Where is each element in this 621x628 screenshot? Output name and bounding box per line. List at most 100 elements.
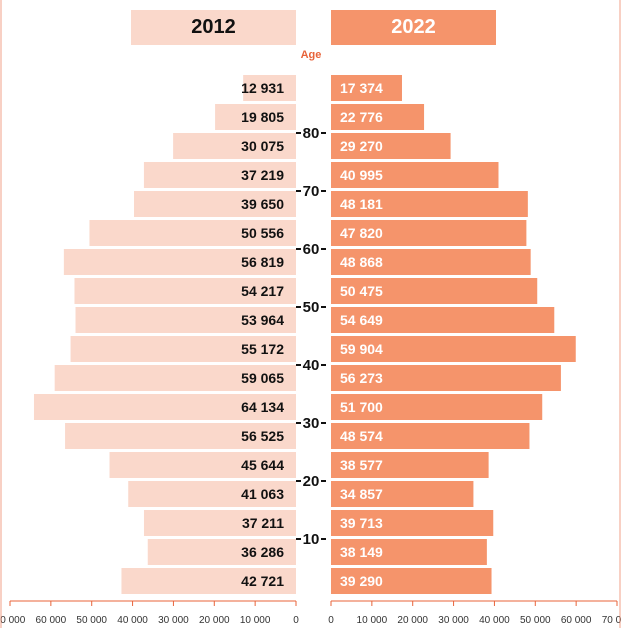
bar-2022 [331, 220, 527, 246]
bar-2012 [63, 249, 296, 275]
bar-2022 [331, 104, 425, 130]
bar-label-2022: 38 149 [340, 544, 383, 560]
bar-label-2012: 12 931 [241, 80, 284, 96]
age-tick-label: 30 [303, 415, 320, 432]
bar-label-2012: 42 721 [241, 573, 284, 589]
x-tick-label-2012: 40 000 [117, 615, 148, 626]
bar-2022 [331, 133, 451, 159]
bar-label-2012: 45 644 [241, 457, 284, 473]
bar-2012 [75, 307, 296, 333]
bar-label-2012: 53 964 [241, 312, 284, 328]
bar-2022 [331, 162, 499, 188]
x-tick-label-2012: 50 000 [76, 615, 107, 626]
bar-2022 [331, 568, 492, 594]
bar-label-2022: 51 700 [340, 399, 383, 415]
x-tick-label-2022: 20 000 [397, 615, 428, 626]
bar-2012 [143, 162, 296, 188]
bar-label-2022: 54 649 [340, 312, 383, 328]
bar-label-2022: 50 475 [340, 283, 383, 299]
age-tick-label: 50 [303, 299, 320, 316]
bar-label-2012: 59 065 [241, 370, 284, 386]
bar-label-2022: 48 574 [340, 428, 383, 444]
bar-label-2012: 64 134 [241, 399, 284, 415]
bar-label-2012: 37 219 [241, 167, 284, 183]
age-tick-label: 20 [303, 473, 320, 490]
age-tick-label: 10 [303, 531, 320, 548]
bar-label-2012: 37 211 [242, 515, 284, 531]
bar-label-2012: 56 525 [241, 428, 284, 444]
bar-2022 [331, 510, 494, 536]
x-tick-label-2012: 70 000 [0, 615, 26, 626]
bar-label-2012: 19 805 [241, 109, 284, 125]
age-tick-label: 80 [303, 125, 320, 142]
bar-2012 [89, 220, 296, 246]
bar-label-2012: 54 217 [241, 283, 284, 299]
bar-label-2022: 59 904 [340, 341, 383, 357]
bar-2012 [147, 539, 296, 565]
bar-label-2012: 36 286 [241, 544, 284, 560]
bar-label-2012: 50 556 [241, 225, 284, 241]
bar-2012 [70, 336, 296, 362]
bar-label-2022: 39 290 [340, 573, 383, 589]
bar-2022 [331, 249, 531, 275]
bar-2012 [65, 423, 297, 449]
x-tick-label-2022: 10 000 [357, 615, 388, 626]
header-2022: 2022 [331, 10, 496, 45]
bar-2012 [33, 394, 297, 420]
age-tick-label: 60 [303, 241, 320, 258]
x-tick-label-2012: 20 000 [199, 615, 230, 626]
bar-2012 [173, 133, 296, 159]
x-tick-label-2022: 50 000 [520, 615, 551, 626]
age-axis-label: Age [300, 49, 322, 61]
bar-label-2012: 56 819 [241, 254, 284, 270]
bar-label-2022: 48 181 [340, 196, 383, 212]
age-tick-label: 70 [303, 183, 320, 200]
bar-label-2022: 34 857 [340, 486, 383, 502]
bar-label-2012: 41 063 [241, 486, 284, 502]
bar-label-2012: 30 075 [241, 138, 284, 154]
bar-2022 [331, 539, 487, 565]
x-tick-label-2022: 40 000 [479, 615, 510, 626]
x-tick-label-2012: 0 [293, 615, 299, 626]
x-tick-label-2012: 30 000 [158, 615, 189, 626]
bar-2012 [243, 75, 296, 101]
x-tick-label-2022: 30 000 [438, 615, 469, 626]
bar-2012 [109, 452, 296, 478]
bar-2022 [331, 365, 561, 391]
bar-label-2012: 55 172 [241, 341, 284, 357]
bar-label-2022: 48 868 [340, 254, 383, 270]
bar-label-2022: 29 270 [340, 138, 383, 154]
bar-2022 [331, 394, 543, 420]
bar-label-2022: 17 374 [340, 80, 383, 96]
x-tick-label-2022: 0 [328, 615, 334, 626]
bar-label-2022: 38 577 [340, 457, 383, 473]
bar-2022 [331, 452, 489, 478]
bar-2022 [331, 278, 538, 304]
bar-label-2012: 39 650 [241, 196, 284, 212]
bar-2012 [74, 278, 296, 304]
bar-2022 [331, 336, 576, 362]
bar-2022 [331, 75, 402, 101]
bar-2012 [134, 191, 296, 217]
bar-2022 [331, 307, 555, 333]
age-tick-label: 40 [303, 357, 320, 374]
header-2012: 2012 [131, 10, 296, 45]
bar-label-2022: 56 273 [340, 370, 383, 386]
x-tick-label-2022: 70 000 [602, 615, 621, 626]
bar-label-2022: 22 776 [340, 109, 383, 125]
bar-2012 [215, 104, 296, 130]
bar-2012 [143, 510, 296, 536]
bar-2012 [128, 481, 296, 507]
bar-2022 [331, 191, 528, 217]
bar-2022 [331, 481, 474, 507]
bar-2012 [54, 365, 297, 391]
x-tick-label-2012: 60 000 [36, 615, 67, 626]
bar-label-2022: 47 820 [340, 225, 383, 241]
bar-label-2022: 40 995 [340, 167, 383, 183]
bar-2012 [121, 568, 297, 594]
bar-label-2022: 39 713 [340, 515, 383, 531]
x-tick-label-2012: 10 000 [240, 615, 271, 626]
bar-2022 [331, 423, 530, 449]
x-tick-label-2022: 60 000 [561, 615, 592, 626]
